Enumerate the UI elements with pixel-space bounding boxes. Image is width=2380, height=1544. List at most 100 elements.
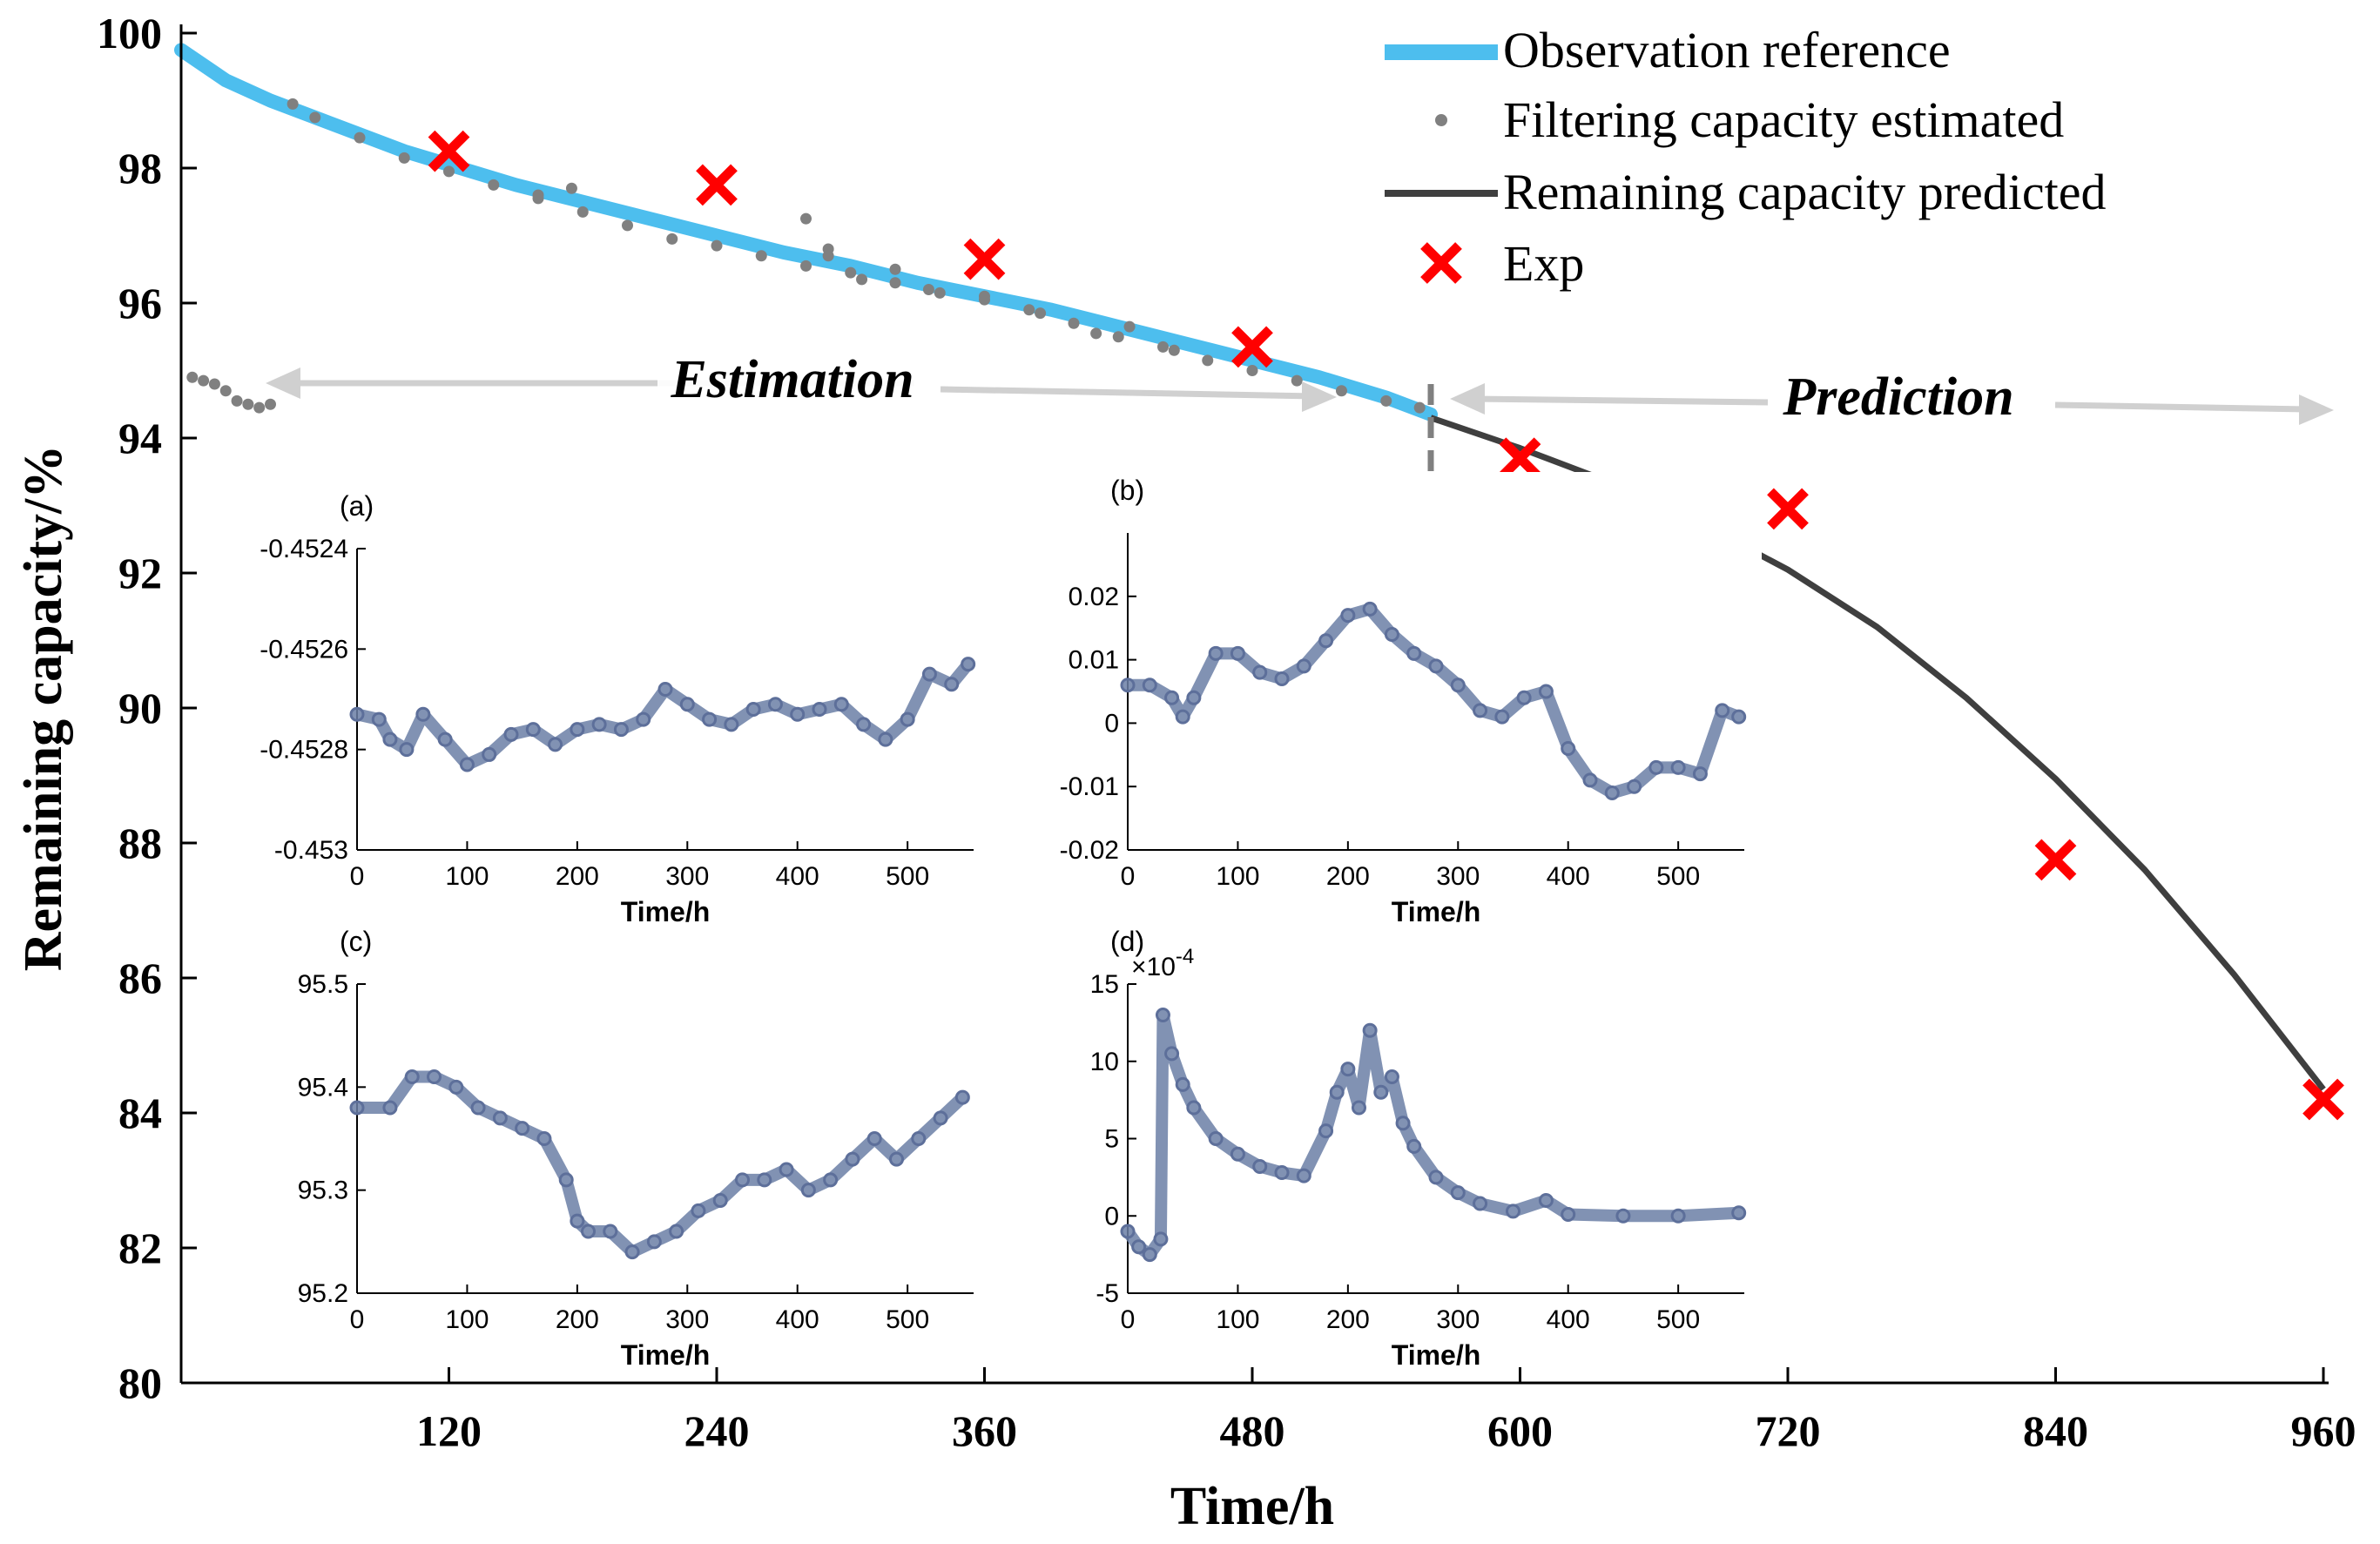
exp-marker-stroke	[963, 238, 1006, 280]
filtering-point	[889, 263, 901, 275]
inset-point	[1340, 608, 1356, 624]
inset-y-tick-label: 95.3	[298, 1177, 348, 1205]
y-tick-label: 86	[118, 954, 162, 1002]
exp-marker	[428, 130, 470, 172]
inset-y-tick-label: 95.2	[298, 1279, 348, 1308]
inset-x-tick-label: 200	[556, 862, 599, 891]
legend-label-exp: Exp	[1503, 235, 1584, 292]
x-tick-label: 480	[1220, 1406, 1285, 1455]
inset-y-tick-label: 0.01	[1069, 646, 1119, 675]
filtering-point	[287, 98, 299, 110]
inset-point	[1692, 766, 1708, 782]
inset-x-tick-label: 0	[1121, 862, 1136, 891]
filtering-point	[576, 206, 589, 218]
inset-point	[1318, 1123, 1334, 1139]
inset-y-tick-label: 15	[1090, 970, 1119, 999]
inset-background	[235, 488, 991, 911]
inset-point	[1582, 772, 1598, 788]
filtering-point	[889, 277, 901, 289]
inset-point	[613, 722, 629, 738]
inset-point	[1715, 703, 1730, 718]
inset-point	[581, 1224, 596, 1239]
inset-y-tick-label: -0.4528	[260, 736, 348, 765]
inset-point	[911, 1131, 927, 1146]
y-tick-label: 96	[118, 279, 162, 327]
filtering-point	[398, 152, 410, 164]
inset-point	[1384, 1069, 1399, 1084]
inset-panel-label: (d)	[1110, 926, 1144, 957]
y-tick-label: 80	[118, 1359, 162, 1407]
inset-point	[624, 1244, 640, 1260]
x-axis-label: Time/h	[1170, 1477, 1334, 1536]
inset-x-tick-label: 400	[1547, 1305, 1590, 1334]
inset-point	[492, 1110, 508, 1126]
inset-x-tick-label: 300	[665, 862, 709, 891]
x-tick-label: 360	[952, 1406, 1017, 1455]
inset-panel-label: (a)	[340, 490, 374, 522]
inset-point	[1373, 1084, 1389, 1100]
filtering-point	[354, 131, 366, 144]
inset-point	[1561, 1206, 1576, 1222]
inset-point	[1175, 709, 1190, 725]
inset-point	[1362, 601, 1378, 617]
inset-x-tick-label: 200	[556, 1305, 599, 1334]
inset-point	[657, 681, 673, 697]
filtering-point	[1090, 327, 1102, 340]
inset-x-tick-label: 500	[1656, 1305, 1700, 1334]
inset-x-tick-label: 100	[1216, 1305, 1259, 1334]
inset-point	[1131, 1239, 1147, 1255]
inset-point	[767, 697, 783, 712]
exp-marker-stroke	[1499, 437, 1541, 480]
filtering-point	[755, 250, 767, 262]
legend-swatch-filtering	[1435, 114, 1447, 126]
inset-y-tick-label: 0	[1104, 709, 1119, 738]
inset-point	[1670, 1208, 1686, 1224]
inset-point	[371, 711, 387, 727]
inset-point	[1340, 1062, 1356, 1077]
inset-point	[669, 1224, 684, 1239]
inset-point	[636, 711, 651, 727]
x-tick-label: 840	[2023, 1406, 2088, 1455]
filtering-point	[800, 212, 812, 225]
estimation-label-bg	[657, 353, 936, 414]
filtering-point	[1035, 307, 1047, 320]
inset-series-line	[351, 1070, 969, 1258]
filtering-point	[622, 219, 633, 232]
filtering-point	[822, 243, 834, 255]
inset-point	[1627, 779, 1642, 794]
inset-point	[1406, 645, 1422, 661]
inset-point	[1252, 1158, 1268, 1174]
exp-marker-stroke	[428, 130, 470, 172]
legend-label-observation: Observation reference	[1503, 22, 1951, 78]
inset-y-tick-label: -0.453	[274, 836, 348, 865]
inset-point	[470, 1100, 486, 1116]
x-tick-label: 960	[2291, 1406, 2356, 1455]
insets: (a)0 100 200 300 400 500-0.453-0.4528-0.4526-…	[235, 472, 1762, 1371]
filtering-point	[488, 179, 500, 191]
inset-point	[1473, 1196, 1488, 1211]
inset-point	[1208, 1131, 1224, 1146]
inset-point	[1208, 645, 1224, 661]
observation-reference-line	[174, 43, 1438, 421]
inset-point	[1230, 645, 1245, 661]
inset-point	[349, 706, 365, 722]
inset-point	[558, 1172, 574, 1188]
inset-point	[878, 732, 893, 747]
inset-x-tick-label: 200	[1326, 1305, 1370, 1334]
inset-x-tick-label: 300	[665, 1305, 709, 1334]
filtering-point	[265, 398, 276, 410]
inset-point	[933, 1110, 948, 1126]
inset-point	[1473, 703, 1488, 718]
main-axes: 120 240 360 480 600 720 840 9608082848688909294…	[14, 9, 2356, 1536]
inset-point	[712, 1193, 728, 1208]
inset-x-tick-label: 400	[776, 1305, 819, 1334]
inset-point	[1615, 1208, 1631, 1224]
filtering-point	[845, 266, 857, 279]
inset-point	[1164, 690, 1180, 705]
filtering-point	[1112, 331, 1124, 343]
inset-point	[1384, 626, 1399, 642]
inset-point	[1296, 1168, 1311, 1183]
exp-marker	[1499, 437, 1541, 480]
inset-point	[1120, 678, 1136, 693]
